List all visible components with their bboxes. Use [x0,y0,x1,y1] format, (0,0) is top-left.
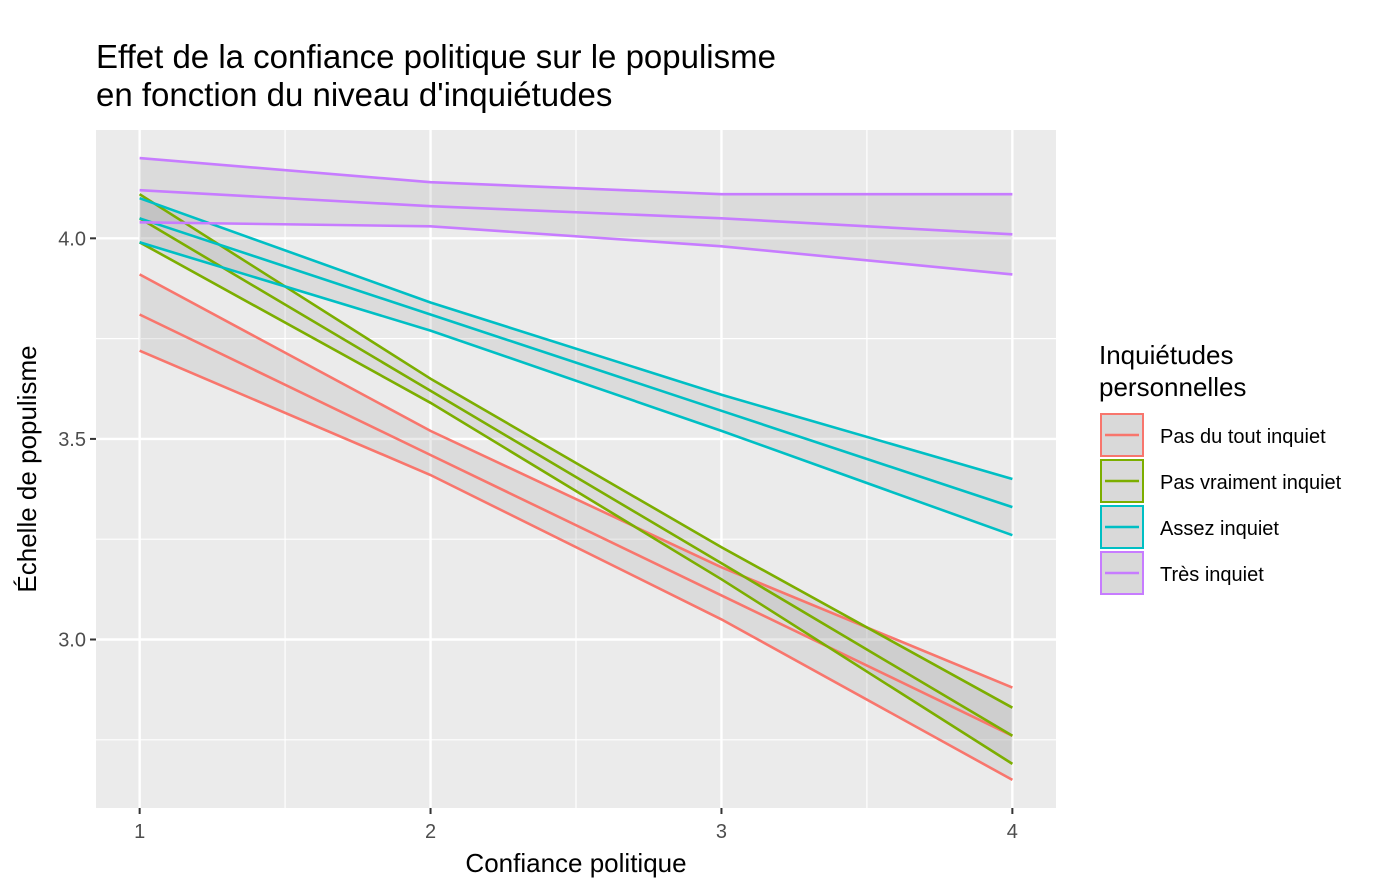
y-tick-label: 3.5 [58,429,86,451]
ribbon-series-1 [139,194,1013,764]
chart-subtitle: en fonction du niveau d'inquiétudes [96,76,612,113]
estimate-line-series-2 [139,217,1013,509]
legend-subtitle: personnelles [1099,372,1246,402]
lower-bound-line-series-3 [139,221,1013,276]
legend-label: Pas vraiment inquiet [1160,472,1342,494]
legend-label: Pas du tout inquiet [1160,426,1326,448]
confidence-ribbons [139,158,1013,780]
legend-items: Pas du tout inquiet Pas vraiment inquiet A… [1100,413,1342,595]
legend: Inquiétudes personnelles Pas du tout inq… [1099,340,1342,595]
x-axis: 1 2 3 4 [134,808,1018,843]
estimate-line-series-0 [139,313,1013,737]
y-tick-label: 3.0 [58,630,86,652]
estimate-line-series-1 [138,217,1014,737]
lower-bound-line-series-1 [138,241,1014,765]
y-axis: 3.0 3.5 4.0 [58,228,96,652]
ribbon-series-3 [139,158,1013,275]
x-tick-label: 2 [425,821,436,843]
upper-bound-line-series-2 [139,196,1013,481]
chart-title: Effet de la confiance politique sur le p… [96,38,776,75]
lower-bound-line-series-0 [139,349,1014,782]
minor-gridlines [96,130,1056,808]
estimate-line-series-3 [139,188,1013,236]
x-axis-title: Confiance politique [465,848,686,878]
legend-label: Très inquiet [1160,564,1264,586]
x-tick-label: 4 [1007,821,1018,843]
lower-bound-line-series-2 [139,241,1013,537]
legend-title: Inquiétudes [1099,340,1233,370]
x-tick-label: 1 [134,821,145,843]
series-lines [138,156,1014,782]
ribbon-series-0 [139,274,1013,780]
upper-bound-line-series-3 [139,156,1013,196]
legend-label: Assez inquiet [1160,518,1279,540]
y-tick-label: 4.0 [58,228,86,250]
y-axis-title: Échelle de populisme [12,345,42,592]
x-tick-label: 3 [716,821,727,843]
ribbon-series-2 [139,198,1013,536]
